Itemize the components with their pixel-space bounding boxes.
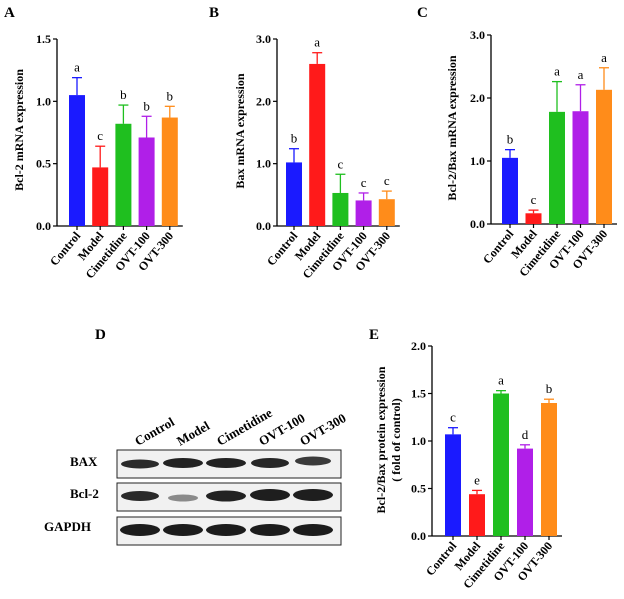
- blot-lane-label: Control: [132, 414, 177, 449]
- blot-band-bax: [163, 458, 203, 468]
- bar-ovt-300: [161, 117, 178, 226]
- x-tick-label: Control: [423, 538, 460, 578]
- bar-model: [525, 213, 542, 224]
- bar-cimetidine: [115, 123, 132, 226]
- bar-control: [69, 95, 85, 226]
- significance-label: c: [384, 173, 390, 188]
- panel-letter-c: C: [417, 5, 428, 21]
- significance-label: a: [578, 67, 584, 82]
- blot-band-bcl2: [121, 491, 159, 501]
- significance-label: c: [531, 192, 537, 207]
- y-tick-label: 1.0: [470, 154, 485, 168]
- y-tick-label: 0.0: [411, 529, 426, 543]
- bar-ovt-100: [517, 448, 533, 536]
- bar-ovt-300: [541, 403, 557, 536]
- significance-label: b: [291, 131, 298, 146]
- ylabel-c: Bcl-2/Bax mRNA expression: [445, 55, 459, 200]
- y-tick-label: 1.5: [36, 32, 51, 46]
- blot-band-bcl2: [293, 489, 333, 501]
- y-tick-label: 2.0: [411, 339, 426, 353]
- panel-letter-e: E: [369, 327, 379, 343]
- blot-lane-label: OVT-300: [297, 410, 349, 448]
- significance-label: e: [474, 472, 480, 487]
- bar-cimetidine: [332, 192, 349, 226]
- panel-letter-b: B: [209, 5, 219, 21]
- blot-band-gapdh: [250, 524, 290, 536]
- bar-control: [286, 162, 302, 226]
- y-tick-label: 0.0: [470, 217, 485, 231]
- ylabel-a: Bcl-2 mRNA expression: [12, 69, 26, 191]
- ylabel-e-line1: Bcl-2/Bax protein expression: [374, 366, 388, 513]
- blot-lane-label: Model: [174, 418, 212, 449]
- blot-band-bax: [121, 459, 159, 469]
- significance-label: a: [498, 373, 504, 388]
- significance-label: b: [120, 87, 127, 102]
- ylabel-b: Bax mRNA expression: [233, 73, 247, 188]
- y-tick-label: 0.0: [36, 219, 51, 233]
- blot-band-gapdh: [206, 524, 246, 536]
- blot-band-bcl2: [250, 489, 290, 501]
- ylabel-e-line2: ( fold of control): [389, 398, 403, 481]
- blot-row-label-bcl2: Bcl-2: [70, 486, 99, 501]
- bar-model: [469, 494, 485, 536]
- significance-label: b: [546, 381, 553, 396]
- bar-ovt-100: [355, 200, 372, 226]
- y-tick-label: 2.0: [256, 94, 271, 108]
- y-tick-label: 1.0: [411, 434, 426, 448]
- bar-ovt-300: [596, 89, 612, 224]
- bar-model: [309, 63, 326, 226]
- significance-label: c: [338, 156, 344, 171]
- blot-band-gapdh: [293, 524, 333, 536]
- bar-control: [445, 434, 461, 536]
- y-tick-label: 1.5: [411, 387, 426, 401]
- x-tick-label: Control: [480, 226, 517, 266]
- significance-label: a: [74, 60, 80, 75]
- significance-label: b: [507, 132, 514, 147]
- significance-label: a: [554, 64, 560, 79]
- blot-band-bax: [295, 456, 331, 466]
- blot-band-bcl2: [168, 494, 198, 502]
- y-tick-label: 2.0: [470, 91, 485, 105]
- blot-band-bcl2: [206, 490, 246, 502]
- bar-cimetidine: [493, 393, 509, 536]
- blot-row-label-gapdh: GAPDH: [44, 519, 91, 534]
- bar-ovt-100: [572, 111, 589, 224]
- y-tick-label: 3.0: [256, 32, 271, 46]
- bar-ovt-300: [378, 199, 395, 226]
- y-tick-label: 0.5: [411, 482, 426, 496]
- bar-ovt-100: [138, 137, 155, 226]
- blot-band-bax: [206, 458, 246, 468]
- significance-label: c: [97, 128, 103, 143]
- blot-row-label-bax: BAX: [70, 454, 98, 469]
- bar-model: [92, 167, 109, 226]
- bar-control: [502, 157, 518, 224]
- y-tick-label: 0.0: [256, 219, 271, 233]
- blot-band-bax: [251, 458, 289, 468]
- significance-label: b: [167, 88, 174, 103]
- bar-cimetidine: [549, 111, 565, 224]
- significance-label: a: [314, 35, 320, 50]
- significance-label: b: [143, 98, 150, 113]
- blot-band-gapdh: [120, 524, 160, 536]
- panel-letter-d: D: [95, 327, 106, 343]
- y-tick-label: 0.5: [36, 157, 51, 171]
- significance-label: c: [361, 175, 367, 190]
- significance-label: a: [601, 50, 607, 65]
- blot-lane-labels: Control Model Cimetidine OVT-100 OVT-300: [132, 405, 349, 449]
- y-tick-label: 3.0: [470, 28, 485, 42]
- y-tick-label: 1.0: [256, 157, 271, 171]
- significance-label: c: [450, 410, 456, 425]
- blot-band-gapdh: [163, 524, 203, 536]
- y-tick-label: 1.0: [36, 94, 51, 108]
- western-blot: Control Model Cimetidine OVT-100 OVT-300…: [44, 405, 349, 546]
- panel-letter-a: A: [4, 5, 15, 21]
- significance-label: d: [522, 427, 529, 442]
